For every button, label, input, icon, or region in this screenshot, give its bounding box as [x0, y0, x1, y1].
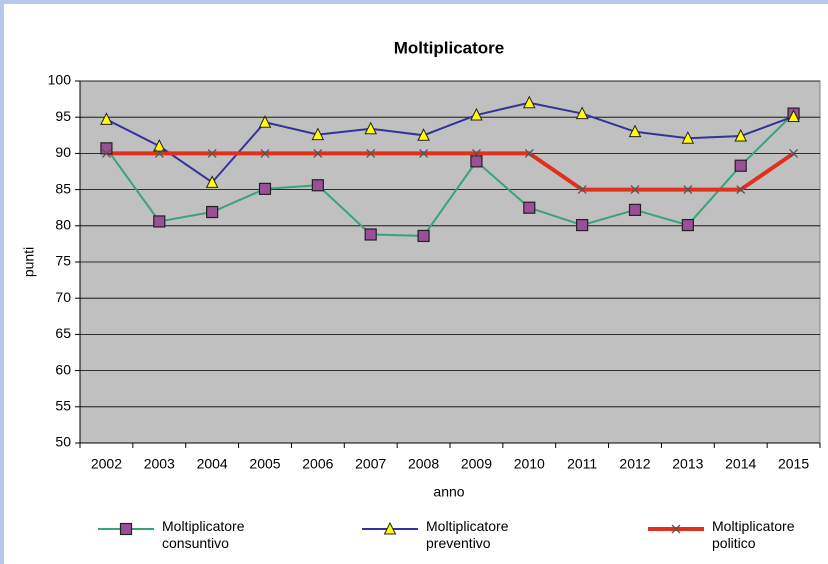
marker: [207, 148, 217, 158]
marker: [523, 201, 536, 214]
marker: [313, 148, 323, 158]
marker: [789, 148, 799, 158]
x-tick-label: 2010: [514, 456, 545, 472]
marker: [205, 175, 219, 188]
x-tick-label: 2003: [144, 456, 175, 472]
y-tick-label: 80: [55, 217, 71, 233]
marker: [417, 128, 430, 141]
marker: [101, 148, 111, 158]
marker: [258, 115, 272, 128]
legend-label: Moltiplicatore politico: [712, 518, 795, 551]
x-tick-label: 2006: [302, 456, 333, 472]
chart-title: Moltiplicatore: [394, 38, 505, 57]
marker: [100, 142, 113, 155]
x-tick-label: 2014: [725, 456, 756, 472]
marker: [522, 95, 536, 109]
marker: [681, 218, 694, 232]
marker: [734, 159, 747, 172]
x-tick-label: 2004: [197, 456, 228, 472]
marker: [681, 131, 695, 144]
y-tick-label: 70: [55, 289, 71, 305]
marker: [734, 128, 748, 142]
marker: [417, 229, 430, 243]
marker: [364, 228, 377, 241]
y-tick-label: 60: [55, 361, 71, 377]
x-tick-label: 2015: [778, 456, 809, 472]
x-tick-label: 2011: [567, 456, 597, 472]
series-line: [106, 151, 795, 192]
marker: [576, 218, 589, 232]
marker: [683, 185, 693, 195]
marker: [628, 124, 642, 138]
marker: [787, 109, 800, 122]
marker: [153, 215, 166, 228]
legend-marker: [119, 522, 133, 536]
legend-label: Moltiplicatore preventivo: [426, 518, 509, 551]
marker: [736, 185, 746, 195]
x-tick-label: 2008: [408, 456, 439, 472]
marker: [470, 155, 483, 168]
marker: [364, 121, 378, 135]
y-axis-label: punti: [21, 247, 37, 277]
x-tick-label: 2009: [461, 456, 492, 472]
marker: [470, 107, 483, 121]
marker: [100, 112, 113, 125]
marker: [575, 106, 589, 120]
marker: [311, 127, 325, 141]
y-tick-label: 55: [55, 398, 71, 414]
legend-label: Moltiplicatore consuntivo: [162, 518, 245, 551]
marker: [628, 203, 642, 216]
x-axis-label: anno: [433, 484, 464, 500]
marker: [366, 148, 376, 158]
marker: [630, 185, 640, 195]
y-tick-label: 95: [55, 108, 71, 124]
y-tick-label: 100: [48, 72, 72, 88]
marker: [311, 179, 324, 192]
y-tick-label: 85: [55, 180, 71, 196]
marker: [152, 139, 166, 152]
x-tick-label: 2012: [619, 456, 650, 472]
x-tick-label: 2005: [249, 456, 280, 472]
y-tick-label: 90: [55, 144, 71, 160]
marker: [154, 148, 164, 158]
series-line: [105, 101, 794, 184]
legend-marker: [383, 521, 397, 535]
series-line: [105, 112, 795, 237]
marker: [260, 148, 270, 158]
x-tick-label: 2002: [91, 456, 122, 472]
y-tick-label: 50: [55, 434, 71, 450]
x-tick-label: 2007: [355, 456, 386, 472]
marker: [419, 148, 429, 158]
marker: [258, 182, 272, 195]
marker: [577, 185, 587, 195]
marker: [524, 148, 534, 158]
x-tick-label: 2013: [672, 456, 703, 472]
y-tick-label: 65: [55, 325, 71, 341]
y-tick-label: 75: [55, 253, 71, 269]
legend-marker: [671, 524, 681, 534]
marker: [471, 148, 481, 158]
marker: [206, 205, 219, 219]
